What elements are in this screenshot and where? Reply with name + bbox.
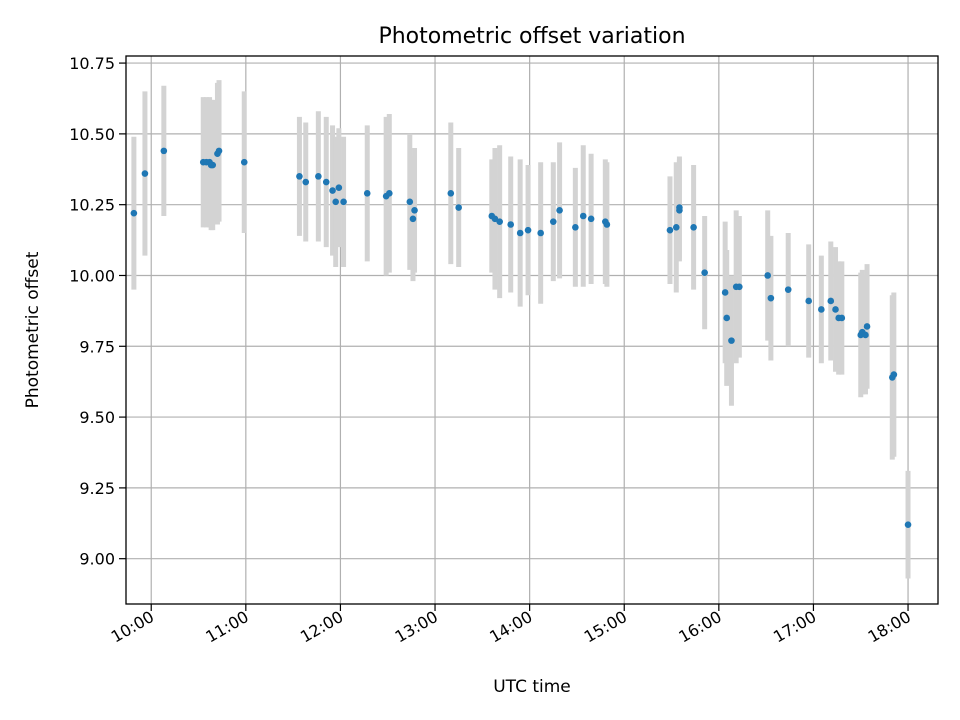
data-point [690, 224, 697, 231]
data-point [579, 212, 587, 220]
data-point [215, 147, 223, 155]
data-point [302, 178, 310, 186]
chart-title: Photometric offset variation [378, 24, 685, 49]
data-points [130, 147, 912, 529]
data-point [160, 147, 168, 155]
data-point [701, 269, 708, 276]
data-point [386, 190, 393, 197]
data-point [315, 173, 322, 180]
data-point [666, 226, 674, 234]
data-point [455, 204, 462, 211]
y-tick-label: 9.75 [79, 337, 115, 356]
data-point [818, 306, 825, 313]
data-point [827, 297, 835, 305]
y-axis-label: Photometric offset [23, 251, 43, 408]
data-point [335, 184, 343, 191]
x-axis-label: UTC time [493, 677, 571, 697]
data-point [141, 170, 149, 177]
data-point [603, 221, 611, 228]
y-tick-label: 10.25 [69, 196, 115, 215]
y-tick-label: 9.25 [79, 479, 115, 498]
data-point [572, 224, 579, 231]
data-point [537, 229, 544, 237]
data-point [728, 337, 735, 344]
data-point [676, 204, 683, 211]
data-point [549, 218, 557, 225]
data-point [406, 198, 414, 206]
data-point [130, 209, 138, 217]
y-tick-label: 10.00 [69, 266, 115, 285]
data-point [411, 207, 418, 214]
data-point [340, 198, 347, 206]
data-point [832, 306, 839, 313]
data-point [721, 289, 729, 296]
data-point [723, 314, 731, 322]
data-point [672, 224, 680, 231]
data-point [209, 161, 217, 169]
data-point [329, 187, 336, 194]
data-point [890, 371, 898, 378]
y-tick-label: 10.50 [69, 125, 115, 144]
data-point [363, 190, 371, 197]
data-point [516, 229, 524, 237]
data-point [736, 283, 743, 291]
data-point [764, 272, 772, 279]
data-point [447, 190, 455, 197]
data-point [556, 207, 563, 214]
data-point [322, 178, 330, 186]
data-point [296, 173, 303, 180]
data-point [784, 286, 792, 293]
data-point [805, 297, 813, 305]
y-tick-label: 10.75 [69, 54, 115, 73]
data-point [862, 331, 869, 339]
data-point [409, 215, 417, 223]
data-point [904, 521, 912, 529]
data-point [838, 314, 846, 322]
plot-frame [125, 55, 939, 605]
data-point [332, 198, 340, 206]
data-point [524, 226, 532, 234]
y-tick-label: 9.50 [79, 408, 115, 427]
data-point [863, 323, 871, 330]
data-point [496, 218, 503, 225]
y-tick-label: 9.00 [79, 550, 115, 569]
data-point [587, 215, 595, 223]
data-point [240, 158, 248, 166]
data-point [767, 294, 775, 302]
data-point [507, 221, 515, 228]
